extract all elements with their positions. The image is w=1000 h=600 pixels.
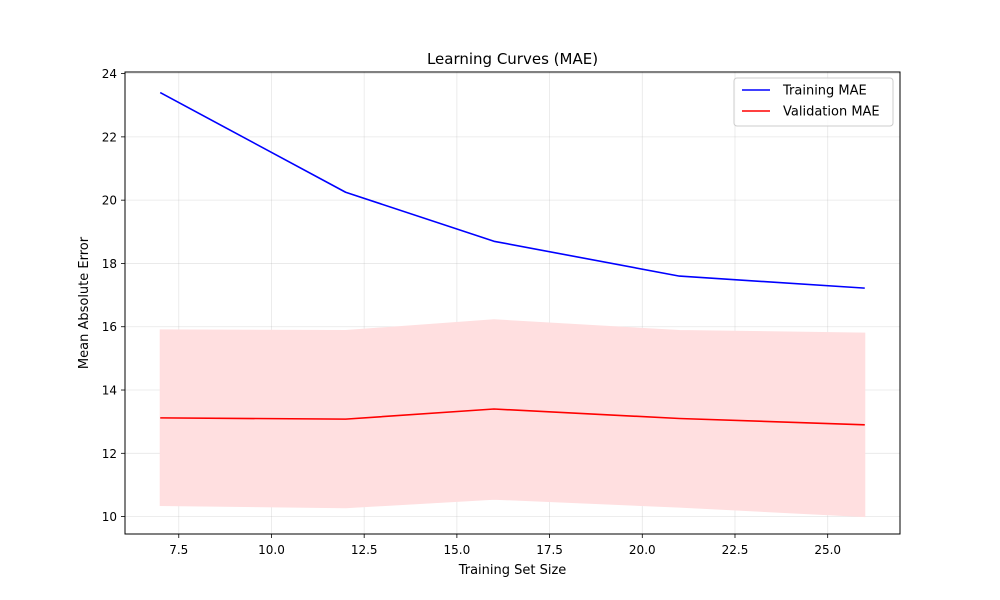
- y-axis-title: Mean Absolute Error: [77, 236, 92, 369]
- x-tick-label: 17.5: [536, 543, 563, 557]
- y-tick-label: 12: [102, 447, 117, 461]
- x-tick-label: 12.5: [351, 543, 378, 557]
- x-tick-label: 7.5: [169, 543, 188, 557]
- y-tick-label: 18: [102, 257, 117, 271]
- y-tick-label: 20: [102, 194, 117, 208]
- training-mae-line: [159, 91, 865, 289]
- series-lines: [159, 91, 865, 426]
- confidence-bands: [159, 319, 866, 518]
- legend-box: [733, 77, 894, 127]
- y-tick-label: 22: [102, 130, 117, 144]
- axis-ticks: 7.5 10.0 12.5 15.0 17.5 20.0 22.5 25.0 10 12 14 16 1…: [102, 67, 841, 557]
- x-tick-label: 15.0: [444, 543, 471, 557]
- y-tick-label: 16: [102, 320, 117, 334]
- validation-std-band: [159, 319, 866, 518]
- y-tick-label: 10: [102, 510, 117, 524]
- validation-mae-line: [160, 408, 865, 426]
- y-tick-label: 24: [102, 67, 117, 81]
- legend-label: Training MAE: [782, 84, 867, 99]
- plot-frame: [124, 71, 901, 535]
- legend-label: Validation MAE: [783, 105, 880, 120]
- x-tick-label: 22.5: [722, 543, 749, 557]
- chart-title: Learning Curves (MAE): [427, 50, 598, 68]
- x-tick-label: 25.0: [814, 543, 841, 557]
- x-axis-title: Training Set Size: [458, 563, 567, 578]
- y-tick-label: 14: [102, 384, 117, 398]
- legend: Training MAE Validation MAE: [733, 77, 894, 127]
- x-tick-label: 20.0: [629, 543, 656, 557]
- x-tick-label: 10.0: [258, 543, 285, 557]
